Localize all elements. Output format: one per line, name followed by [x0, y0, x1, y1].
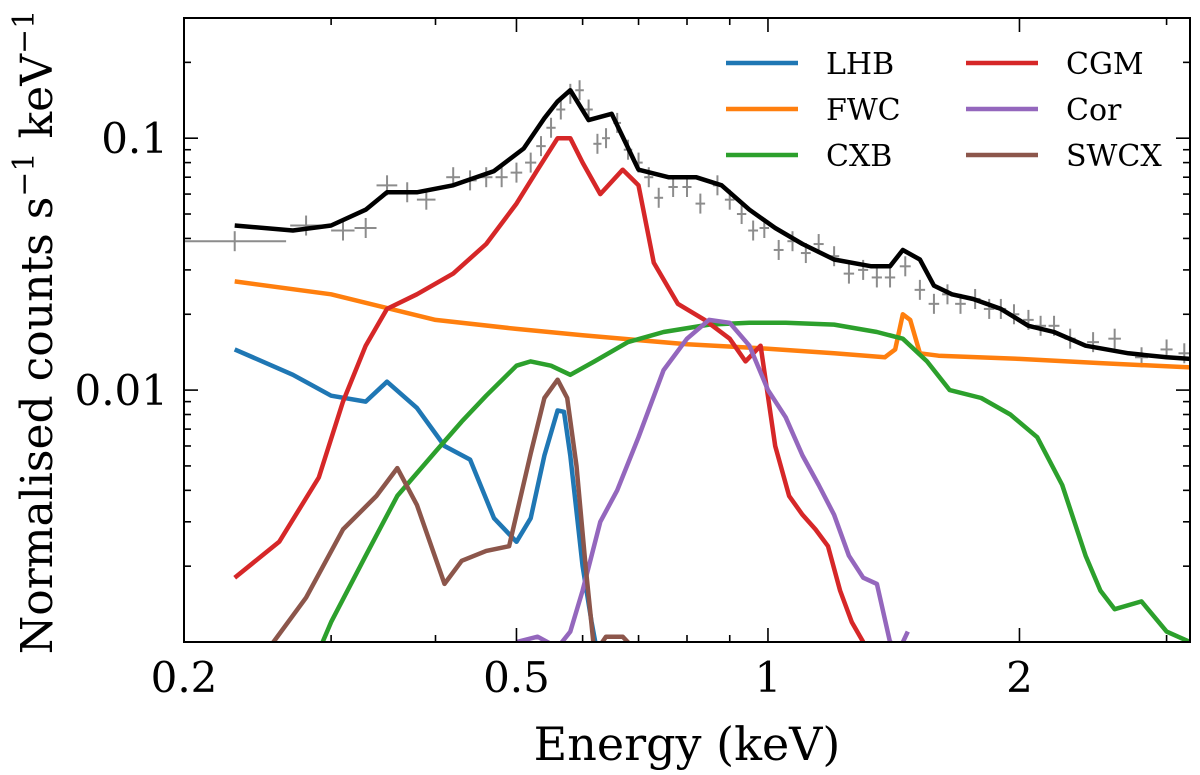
- model-curves-layer: [233, 87, 1190, 642]
- y-axis-label-main: Normalised counts s: [12, 197, 63, 655]
- y-tick-label: 0.01: [74, 366, 168, 415]
- data-point: [510, 162, 523, 183]
- data-point: [331, 220, 355, 241]
- data-point: [914, 279, 926, 300]
- data-point: [928, 293, 940, 314]
- data-point: [1108, 328, 1121, 349]
- legend: LHB FWC CXB CGM Cor SWCX: [726, 47, 1162, 174]
- legend-item-cgm: CGM: [966, 47, 1144, 82]
- data-point: [546, 117, 556, 138]
- y-axis-label: Normalised counts s−1 keV−1: [7, 10, 63, 654]
- axis-tick-labels: 0.2 0.5 1 2 0.01 0.1: [74, 114, 1032, 702]
- data-point: [871, 267, 882, 288]
- legend-item-lhb: LHB: [726, 47, 894, 82]
- y-axis-label-exp2: −1: [7, 10, 42, 54]
- data-point: [556, 99, 566, 120]
- legend-item-fwc: FWC: [726, 93, 901, 128]
- legend-item-cor: Cor: [966, 93, 1122, 128]
- data-points-layer: [184, 80, 1190, 368]
- x-tick-label: 0.5: [483, 653, 550, 702]
- x-tick-label: 0.2: [151, 653, 218, 702]
- data-point: [536, 136, 546, 157]
- series-line-cxb: [320, 320, 1190, 642]
- y-tick-label: 0.1: [101, 114, 168, 163]
- x-tick-label: 1: [755, 653, 782, 702]
- data-point: [695, 193, 706, 214]
- y-axis-label-unit: keV: [12, 53, 63, 153]
- data-point: [354, 218, 377, 239]
- legend-label: FWC: [826, 93, 901, 128]
- data-point: [668, 177, 678, 198]
- x-axis-label: Energy (keV): [534, 717, 841, 771]
- series-line-cgm: [233, 135, 866, 642]
- data-point: [184, 231, 287, 252]
- data-point: [602, 128, 610, 149]
- data-point: [525, 152, 537, 173]
- series-line-swcx: [270, 377, 631, 642]
- axis-ticks: [183, 18, 1190, 642]
- series-line-fwc: [234, 279, 1190, 370]
- series-line-total: [234, 87, 1190, 362]
- data-point: [884, 267, 896, 288]
- legend-label: CXB: [826, 139, 892, 174]
- data-point: [593, 133, 602, 154]
- data-point: [682, 177, 692, 198]
- data-point: [654, 187, 664, 208]
- data-point: [773, 239, 784, 260]
- legend-item-swcx: SWCX: [966, 139, 1162, 174]
- series-line-lhb: [233, 347, 598, 642]
- x-tick-label: 2: [1006, 653, 1033, 702]
- data-point: [843, 263, 855, 284]
- data-point: [736, 204, 747, 225]
- data-point: [495, 167, 508, 188]
- data-point: [416, 189, 436, 210]
- data-point: [575, 80, 584, 101]
- legend-label: Cor: [1066, 93, 1122, 128]
- legend-label: CGM: [1066, 47, 1144, 82]
- data-point: [899, 256, 911, 277]
- legend-label: SWCX: [1066, 139, 1162, 174]
- legend-item-cxb: CXB: [726, 139, 892, 174]
- series-line-cor: [515, 317, 910, 642]
- legend-label: LHB: [826, 47, 894, 82]
- data-point: [983, 298, 995, 319]
- y-axis-label-exp1: −1: [7, 152, 42, 196]
- data-point: [748, 220, 759, 241]
